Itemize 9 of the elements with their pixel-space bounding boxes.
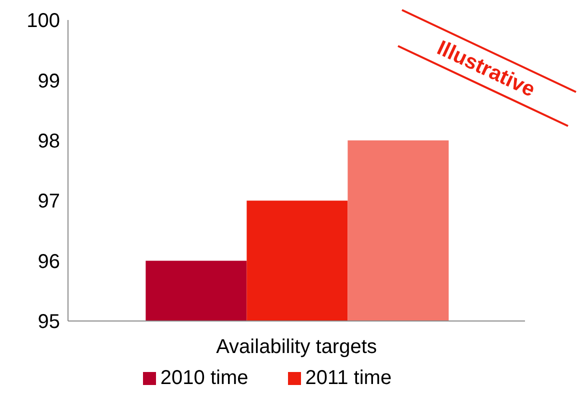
y-tick-label: 95 bbox=[38, 311, 60, 334]
y-tick-label: 97 bbox=[38, 190, 60, 213]
y-tick-label: 100 bbox=[26, 10, 60, 32]
y-tick-label: 99 bbox=[38, 70, 60, 92]
legend-label: 2010 time bbox=[159, 367, 248, 390]
x-tick-label: Availability targets bbox=[216, 336, 377, 358]
y-tick-label: 98 bbox=[38, 130, 60, 152]
y-tick-label: 96 bbox=[38, 250, 60, 273]
legend-label: 2011 time bbox=[304, 367, 392, 390]
